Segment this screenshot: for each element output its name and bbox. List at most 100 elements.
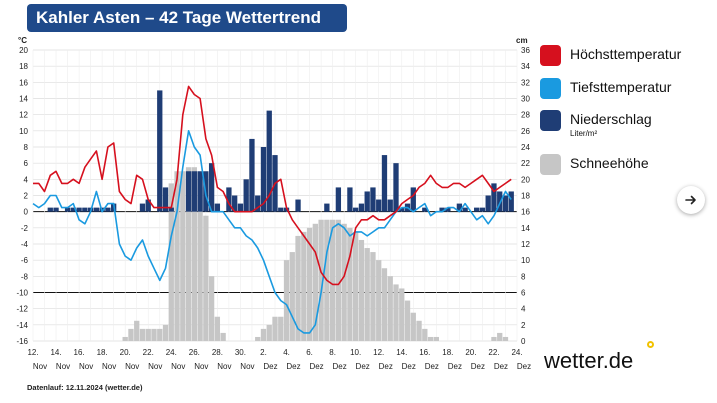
y-left-tick-label: 4 xyxy=(24,175,29,184)
legend-swatch-min-temp xyxy=(540,78,561,99)
legend-swatch-max-temp xyxy=(540,45,561,66)
x-tick-month-label: Dez xyxy=(494,362,508,371)
x-tick-day-label: 6. xyxy=(306,348,313,357)
snow-depth-bar xyxy=(329,219,336,341)
x-tick-day-label: 26. xyxy=(189,348,200,357)
snow-depth-bar xyxy=(341,223,347,341)
x-tick-day-label: 12. xyxy=(373,348,384,357)
legend-swatch-snow-depth xyxy=(540,154,561,175)
x-tick-day-label: 16. xyxy=(74,348,85,357)
legend-label-precipitation-wrap: Niederschlag Liter/m² xyxy=(570,110,652,139)
x-tick-month-label: Dez xyxy=(448,362,462,371)
precipitation-bar xyxy=(295,199,301,212)
snow-depth-bar xyxy=(306,227,313,341)
y-left-tick-label: 16 xyxy=(19,78,28,87)
precipitation-bar xyxy=(497,191,503,212)
snow-depth-bar xyxy=(335,219,342,341)
precipitation-bar xyxy=(358,203,365,212)
snow-depth-bar xyxy=(255,336,261,341)
x-tick-day-label: 30. xyxy=(235,348,246,357)
precipitation-bar xyxy=(64,207,71,212)
chart-title-banner: Kahler Asten – 42 Tage Wettertrend xyxy=(27,4,347,32)
x-tick-month-label: Dez xyxy=(471,362,485,371)
y-left-tick-label: -10 xyxy=(16,289,28,298)
precipitation-bar xyxy=(456,203,463,212)
y-left-tick-label: 10 xyxy=(19,127,28,136)
precipitation-bar xyxy=(364,191,370,212)
y-left-tick-label: -6 xyxy=(21,256,29,265)
precipitation-bar xyxy=(145,199,151,212)
legend-sublabel-precipitation: Liter/m² xyxy=(570,129,598,138)
snow-depth-bar xyxy=(502,336,509,341)
snow-depth-bar xyxy=(422,328,428,341)
y-right-tick-label: 10 xyxy=(521,256,530,265)
y-right-tick-label: 16 xyxy=(521,208,530,217)
snow-depth-bar xyxy=(289,252,295,341)
snow-depth-bar xyxy=(134,320,140,341)
x-tick-month-label: Dez xyxy=(333,362,347,371)
precipitation-bar xyxy=(208,163,215,212)
snow-depth-bar xyxy=(353,231,359,341)
x-tick-month-label: Dez xyxy=(356,362,370,371)
y-right-tick-label: 32 xyxy=(521,78,530,87)
precipitation-bar xyxy=(162,187,169,212)
snow-depth-bar xyxy=(312,223,318,341)
precipitation-bar xyxy=(232,195,238,212)
x-tick-month-label: Nov xyxy=(240,362,254,371)
snow-depth-bar xyxy=(295,235,301,341)
x-tick-month-label: Nov xyxy=(33,362,47,371)
snow-depth-bar xyxy=(272,316,278,341)
precipitation-bar xyxy=(82,207,88,212)
snow-depth-bar xyxy=(157,328,163,341)
snow-depth-bar xyxy=(393,284,399,341)
x-tick-month-label: Dez xyxy=(286,362,300,371)
x-tick-month-label: Nov xyxy=(56,362,70,371)
precipitation-bar xyxy=(393,163,399,212)
x-tick-month-label: Dez xyxy=(379,362,393,371)
y-left-tick-label: 0 xyxy=(24,208,29,217)
snow-depth-bar xyxy=(174,171,180,341)
snow-depth-bar xyxy=(203,215,209,341)
x-tick-month-label: Nov xyxy=(217,362,231,371)
x-tick-day-label: 22. xyxy=(143,348,154,357)
precipitation-bar xyxy=(381,155,388,212)
precipitation-bar xyxy=(105,207,111,212)
precipitation-bar xyxy=(474,207,480,212)
min-temp-line xyxy=(32,130,512,334)
y-left-tick-label: -4 xyxy=(21,240,29,249)
precipitation-bar xyxy=(283,207,290,212)
legend-item-snow-depth: Schneehöhe xyxy=(540,154,649,175)
snow-depth-bar xyxy=(497,332,503,341)
precipitation-bar xyxy=(387,199,393,212)
footer-note: Datenlauf: 12.11.2024 (wetter.de) xyxy=(27,383,143,392)
next-arrow-button[interactable] xyxy=(677,186,705,214)
y-right-tick-label: 12 xyxy=(521,240,530,249)
x-tick-month-label: Dez xyxy=(263,362,277,371)
precipitation-bar xyxy=(168,207,174,212)
precipitation-bar xyxy=(491,183,497,212)
legend-label-max-temp: Höchsttemperatur xyxy=(570,46,682,62)
snow-depth-bar xyxy=(427,336,434,341)
precipitation-bar xyxy=(335,187,342,212)
x-tick-day-label: 24. xyxy=(166,348,177,357)
x-tick-day-label: 18. xyxy=(442,348,453,357)
precipitation-bar xyxy=(439,207,445,212)
x-tick-day-label: 4. xyxy=(283,348,290,357)
brand-logo: wetter.de xyxy=(544,348,634,373)
legend-swatch-precipitation xyxy=(540,110,561,131)
right-axis-unit: cm xyxy=(516,36,528,45)
x-tick-day-label: 22. xyxy=(488,348,499,357)
y-right-tick-label: 30 xyxy=(521,95,530,104)
precipitation-bar xyxy=(485,195,491,212)
y-left-tick-label: -16 xyxy=(16,337,28,346)
precipitation-bar xyxy=(255,195,261,212)
snow-depth-bar xyxy=(370,252,376,341)
precipitation-bar xyxy=(249,138,255,212)
y-right-tick-label: 22 xyxy=(521,159,530,168)
precipitation-bar xyxy=(191,171,197,212)
precipitation-bar xyxy=(197,171,203,212)
precipitation-bar xyxy=(422,207,428,212)
precipitation-bar xyxy=(479,207,486,212)
precipitation-bar xyxy=(260,147,267,212)
